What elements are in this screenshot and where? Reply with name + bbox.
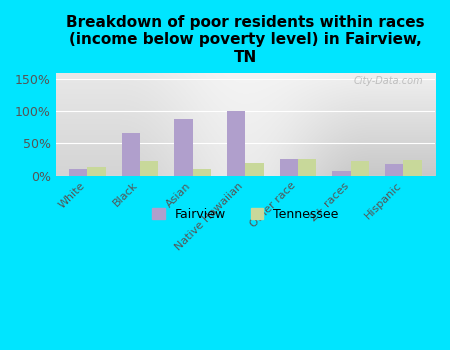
Bar [279,160,298,175]
Bar [245,163,264,175]
Text: City-Data.com: City-Data.com [354,76,423,86]
Bar [227,111,245,175]
Bar [69,169,87,175]
Legend: Fairview, Tennessee: Fairview, Tennessee [147,203,344,226]
Title: Breakdown of poor residents within races
(income below poverty level) in Fairvie: Breakdown of poor residents within races… [66,15,425,65]
Bar [332,171,351,175]
Bar [403,160,422,175]
Bar [385,164,403,175]
Bar [298,160,316,175]
Bar [122,133,140,175]
Bar [140,161,158,175]
Bar [351,161,369,175]
Bar [87,167,106,175]
Bar [193,169,211,175]
Bar [174,119,193,175]
